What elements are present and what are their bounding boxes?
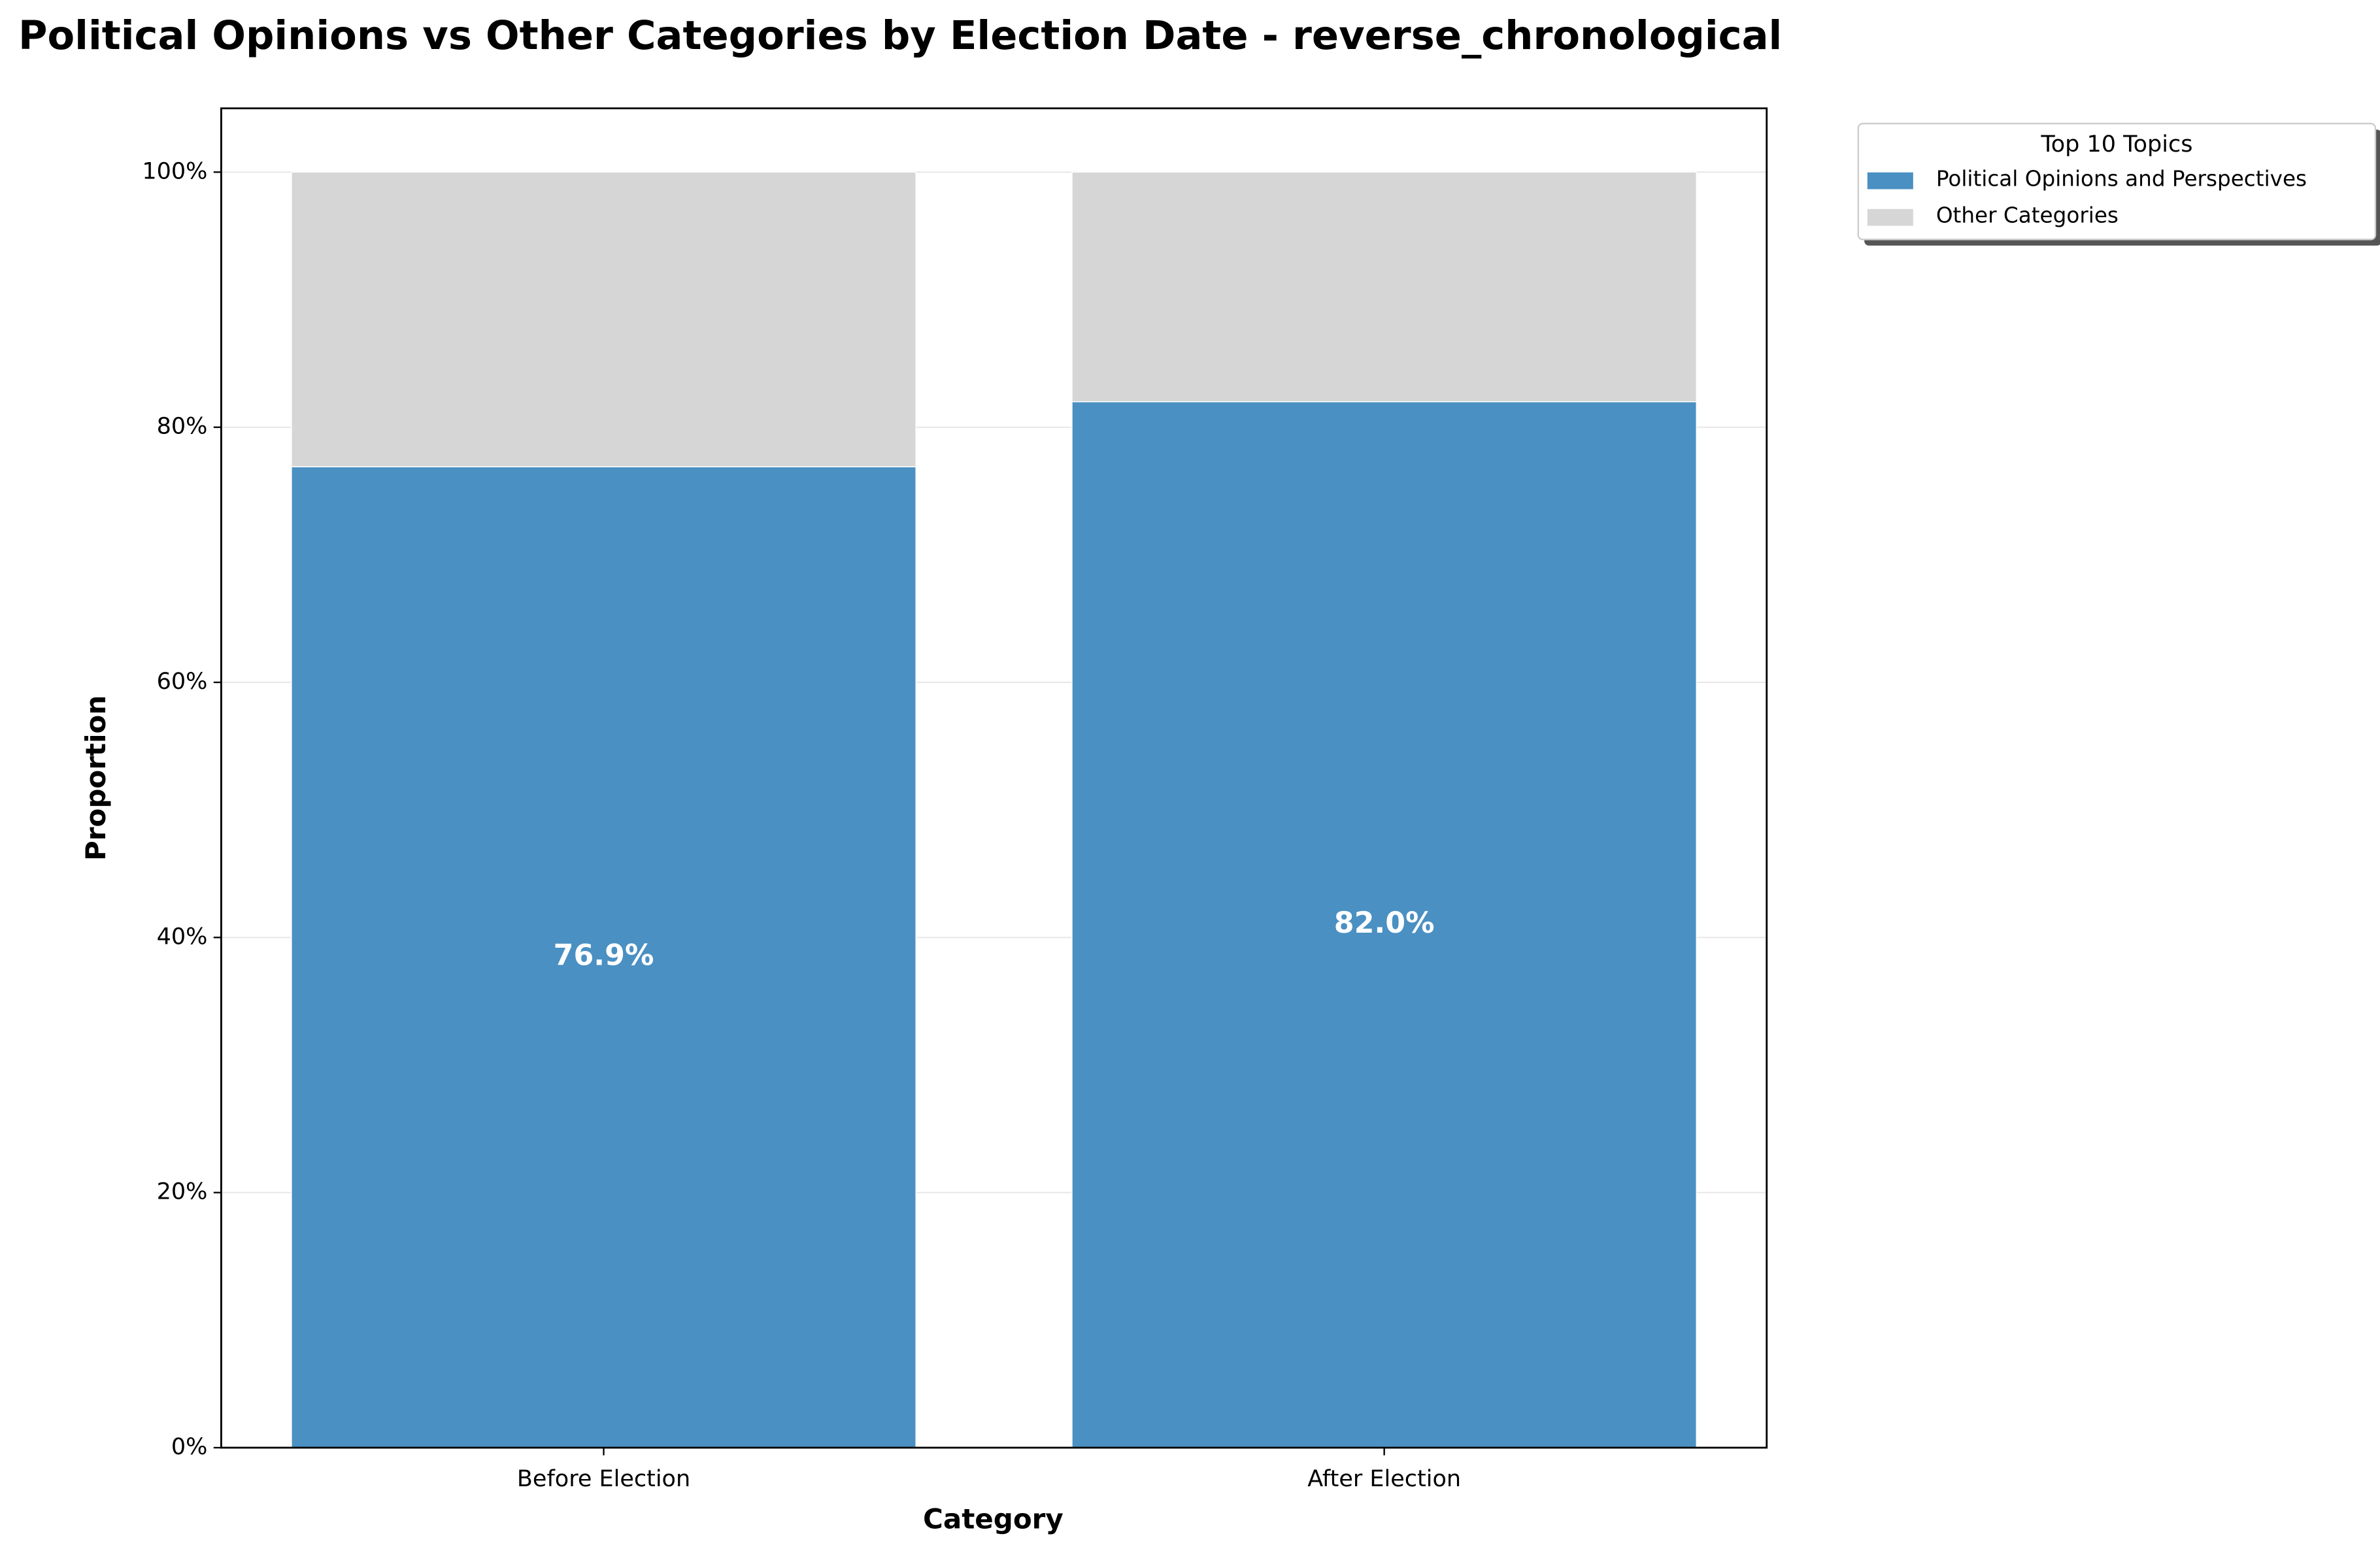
bar-segment <box>1071 171 1697 403</box>
y-tick-label: 20% <box>157 1179 208 1205</box>
y-tick-label: 40% <box>157 924 208 950</box>
legend-label: Political Opinions and Perspectives <box>1936 166 2307 191</box>
chart-title: Political Opinions vs Other Categories b… <box>18 13 1782 59</box>
y-tick-label: 100% <box>142 158 207 184</box>
legend-swatch <box>1867 172 1913 190</box>
bar-segment <box>291 171 916 467</box>
legend-title: Top 10 Topics <box>2040 131 2192 158</box>
x-tick-label: After Election <box>1307 1466 1461 1492</box>
y-tick-label: 0% <box>171 1434 208 1460</box>
plot-frame <box>220 107 1768 1449</box>
data-label: 76.9% <box>554 939 654 973</box>
y-tick-label: 60% <box>157 669 208 695</box>
y-tick-label: 80% <box>157 414 208 440</box>
legend-label: Other Categories <box>1936 203 2119 227</box>
x-tick-label: Before Election <box>517 1466 690 1492</box>
x-axis-label: Category <box>923 1503 1064 1535</box>
bar-segment <box>291 466 916 1448</box>
bar-segment <box>1071 401 1697 1448</box>
legend-box <box>1857 122 2377 241</box>
y-axis-label: Proportion <box>80 695 112 861</box>
data-label: 82.0% <box>1334 907 1435 940</box>
legend-swatch <box>1867 208 1913 226</box>
